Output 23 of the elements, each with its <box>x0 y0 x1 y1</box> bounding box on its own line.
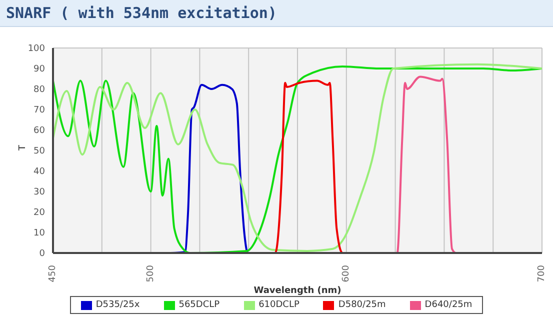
y-tick-label: 60 <box>34 126 46 136</box>
y-tick-label: 40 <box>34 167 46 178</box>
legend-label: D640/25m <box>424 300 472 310</box>
y-axis-title: T <box>18 144 28 152</box>
y-tick-label: 50 <box>34 146 46 157</box>
legend-label: D580/25m <box>338 300 386 310</box>
x-axis-title: Wavelength (nm) <box>254 286 342 296</box>
legend-label: D535/25x <box>96 300 140 310</box>
legend-label: 610DCLP <box>258 300 300 310</box>
y-tick-label: 30 <box>34 188 46 198</box>
y-tick-label: 10 <box>34 228 46 239</box>
y-tick-label: 70 <box>34 106 46 116</box>
y-tick-label: 100 <box>28 44 46 54</box>
y-tick-label: 20 <box>34 208 46 218</box>
legend-label: 565DCLP <box>178 300 220 310</box>
x-tick-label: 500 <box>146 264 156 282</box>
x-tick-label: 700 <box>537 264 547 282</box>
x-tick-label: 450 <box>48 264 58 282</box>
y-tick-label: 0 <box>39 249 46 260</box>
chart-title: SNARF ( with 534nm excitation) <box>0 0 553 27</box>
y-tick-label: 90 <box>34 64 46 75</box>
y-tick-label: 80 <box>34 85 46 96</box>
x-tick-label: 600 <box>341 264 352 282</box>
